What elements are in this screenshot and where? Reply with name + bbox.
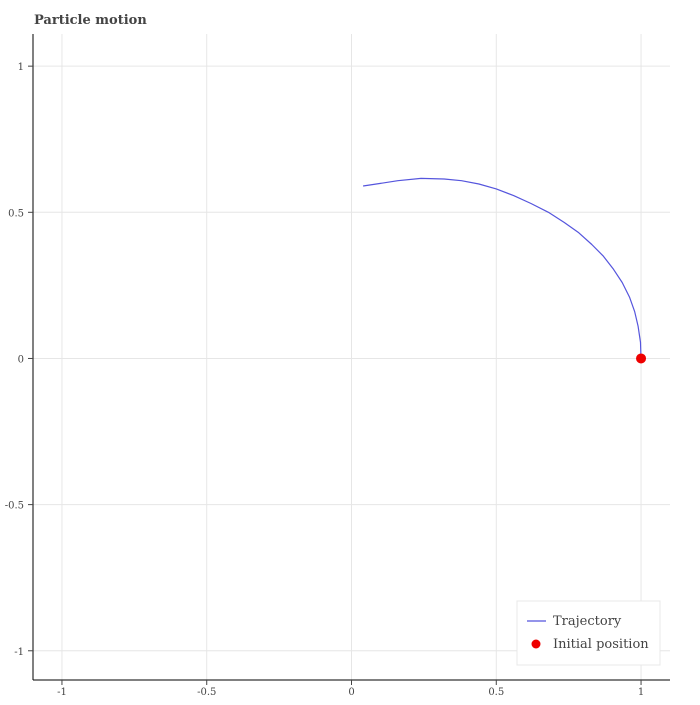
legend: Trajectory Initial position bbox=[516, 600, 661, 666]
axes bbox=[28, 34, 670, 685]
y-tick-label: 1 bbox=[18, 62, 24, 73]
tick-labels: -1 -0.5 0 0.5 1 -1 -0.5 0 0.5 1 bbox=[5, 62, 645, 698]
chart-title: Particle motion bbox=[34, 13, 147, 28]
x-tick-label: 0.5 bbox=[488, 687, 504, 698]
y-tick-label: -1 bbox=[14, 647, 24, 658]
legend-swatch-point bbox=[531, 639, 541, 649]
x-tick-label: -1 bbox=[57, 687, 67, 698]
x-tick-label: 1 bbox=[638, 687, 644, 698]
x-tick-label: 0 bbox=[348, 687, 354, 698]
legend-box bbox=[516, 600, 661, 666]
initial-position-point bbox=[636, 353, 647, 364]
y-tick-label: 0 bbox=[18, 354, 24, 365]
series bbox=[363, 177, 647, 364]
trajectory-line bbox=[363, 177, 642, 359]
x-tick-label: -0.5 bbox=[197, 687, 216, 698]
legend-label: Initial position bbox=[553, 637, 649, 652]
grid bbox=[33, 34, 670, 680]
y-tick-label: 0.5 bbox=[8, 208, 24, 219]
legend-label: Trajectory bbox=[553, 614, 622, 629]
y-tick-label: -0.5 bbox=[5, 501, 24, 512]
